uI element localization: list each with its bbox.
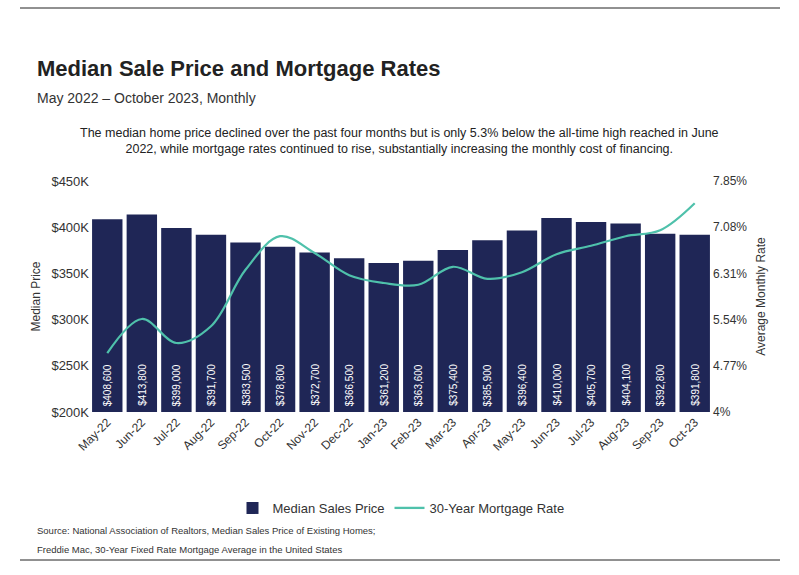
svg-text:$361,200: $361,200 [379,364,390,406]
svg-text:$372,700: $372,700 [310,363,321,405]
svg-text:$383,500: $383,500 [241,363,252,405]
svg-text:Median Price: Median Price [29,261,43,331]
svg-text:$399,000: $399,000 [171,364,182,406]
svg-text:$250K: $250K [51,358,89,373]
svg-text:$391,700: $391,700 [206,364,217,406]
svg-text:May 2022 – October 2023, Month: May 2022 – October 2023, Monthly [37,90,256,106]
svg-text:Median Sale Price and Mortgage: Median Sale Price and Mortgage Rates [37,56,440,81]
svg-text:Jul-22: Jul-22 [150,415,183,448]
svg-text:$375,400: $375,400 [448,364,459,406]
svg-text:$413,800: $413,800 [137,364,148,406]
svg-text:Feb-23: Feb-23 [388,415,425,452]
svg-text:6.31%: 6.31% [713,267,747,281]
svg-text:$400K: $400K [51,220,89,235]
svg-text:Aug-22: Aug-22 [180,415,217,452]
svg-text:Mar-23: Mar-23 [422,415,459,452]
svg-text:$392,800: $392,800 [655,364,666,406]
svg-text:Median Sales Price: Median Sales Price [273,501,385,516]
svg-text:Oct-22: Oct-22 [251,415,287,451]
svg-text:May-22: May-22 [75,415,113,453]
svg-text:$385,900: $385,900 [482,364,493,406]
svg-text:$350K: $350K [51,266,89,281]
svg-text:Aug-23: Aug-23 [595,415,632,452]
svg-text:$404,100: $404,100 [621,363,632,405]
svg-text:Sep-22: Sep-22 [215,415,252,452]
svg-text:4.77%: 4.77% [713,359,747,373]
svg-text:$450K: $450K [51,174,89,189]
svg-text:$366,500: $366,500 [344,364,355,406]
svg-text:7.85%: 7.85% [713,174,747,188]
svg-text:Oct-23: Oct-23 [666,415,702,451]
svg-text:May-23: May-23 [490,415,528,453]
svg-text:$378,800: $378,800 [275,364,286,406]
svg-text:Jun-23: Jun-23 [527,415,563,451]
svg-text:5.54%: 5.54% [713,313,747,327]
svg-text:Source: National Association o: Source: National Association of Realtors… [37,525,375,536]
svg-text:$410,000: $410,000 [552,363,563,405]
svg-text:Jan-23: Jan-23 [354,415,390,451]
svg-text:Jul-23: Jul-23 [564,415,597,448]
svg-text:$363,600: $363,600 [413,364,424,406]
svg-text:$300K: $300K [51,312,89,327]
svg-text:Average Monthly Rate: Average Monthly Rate [754,237,768,356]
svg-text:The median home price declined: The median home price declined over the … [80,126,719,156]
svg-text:$391,800: $391,800 [690,364,701,406]
svg-text:Nov-22: Nov-22 [284,415,321,452]
svg-text:30-Year Mortgage Rate: 30-Year Mortgage Rate [430,501,565,516]
svg-text:$405,700: $405,700 [586,364,597,406]
svg-text:Dec-22: Dec-22 [318,415,355,452]
svg-text:$408,600: $408,600 [102,364,113,406]
svg-text:4%: 4% [713,405,731,419]
svg-text:Jun-22: Jun-22 [112,415,148,451]
svg-text:7.08%: 7.08% [713,220,747,234]
svg-text:Apr-23: Apr-23 [458,415,494,451]
svg-text:$200K: $200K [51,405,89,420]
svg-text:Sep-23: Sep-23 [629,415,666,452]
svg-text:$396,400: $396,400 [517,364,528,406]
svg-text:Freddie Mac, 30-Year Fixed Rat: Freddie Mac, 30-Year Fixed Rate Mortgage… [37,544,342,555]
